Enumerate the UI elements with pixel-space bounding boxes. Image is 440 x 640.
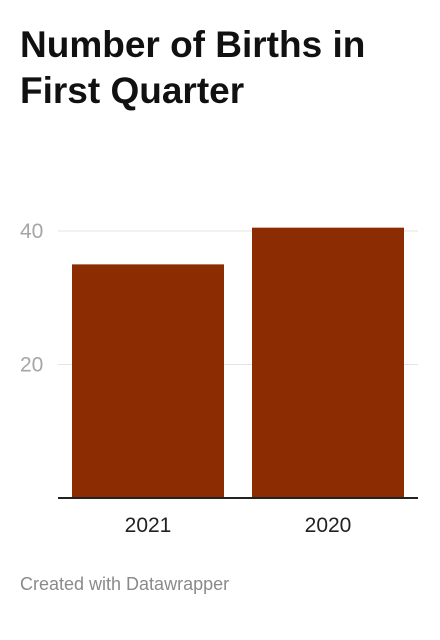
y-tick-label-40: 40 xyxy=(20,220,43,243)
x-axis-labels: 2021 2020 xyxy=(125,514,352,537)
bar-2020 xyxy=(252,227,404,498)
chart-title: Number of Births in First Quarter xyxy=(20,24,366,111)
x-tick-label-2020: 2020 xyxy=(305,514,352,537)
bars xyxy=(72,227,404,498)
bar-2021 xyxy=(72,264,224,498)
footer-credit: Created with Datawrapper xyxy=(20,574,230,594)
x-tick-label-2021: 2021 xyxy=(125,514,172,537)
y-tick-label-20: 20 xyxy=(20,354,43,377)
